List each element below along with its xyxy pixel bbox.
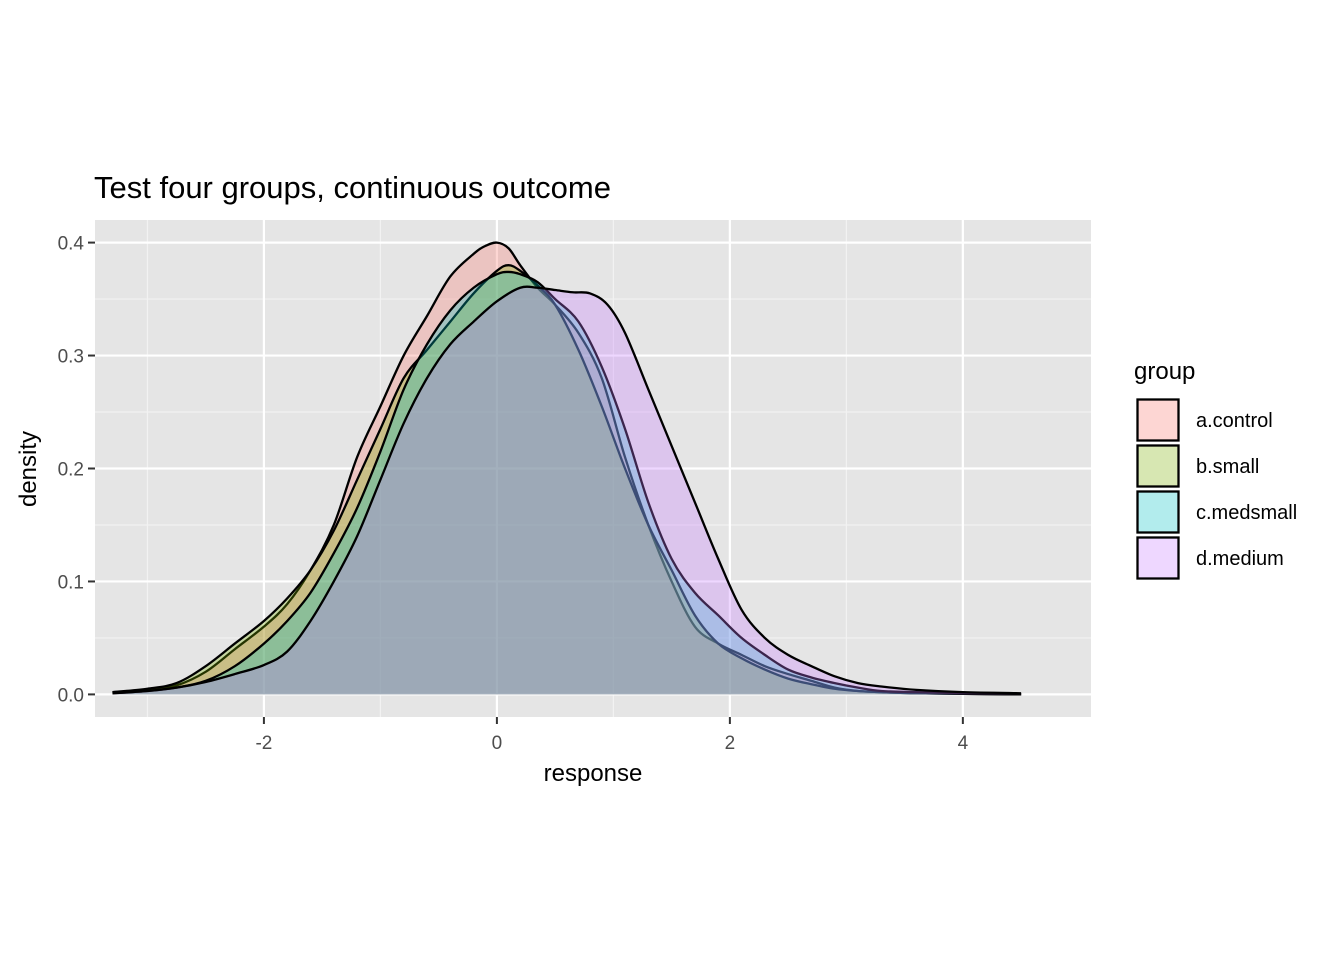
y-axis: 0.0 0.1 0.2 0.3 0.4 <box>58 234 95 706</box>
legend-key-background <box>1136 444 1180 488</box>
major-gridlines <box>95 220 1091 717</box>
x-axis: -2 0 2 4 <box>255 717 969 754</box>
x-tick-label: 2 <box>725 733 736 754</box>
legend-label: a.control <box>1196 410 1273 432</box>
y-tick-label: 0.2 <box>58 460 84 481</box>
legend-swatch <box>1136 490 1180 534</box>
series-c.medsmall <box>112 270 1022 696</box>
legend: group a.control b.small c.medsmall d.medium <box>1134 358 1297 580</box>
legend-swatch <box>1136 444 1180 488</box>
legend-title: group <box>1134 358 1195 385</box>
y-tick-label: 0.3 <box>58 347 84 368</box>
legend-item-a.control: a.control <box>1136 398 1273 442</box>
x-tick-label: -2 <box>255 733 272 754</box>
legend-key-background <box>1136 398 1180 442</box>
y-tick-label: 0.4 <box>58 234 85 255</box>
legend-swatch <box>1136 398 1180 442</box>
series-d.medium <box>112 285 1022 695</box>
legend-label: b.small <box>1196 456 1259 478</box>
density-line-d.medium <box>112 285 1022 695</box>
legend-items: a.control b.small c.medsmall d.medium <box>1136 398 1297 580</box>
legend-label: c.medsmall <box>1196 502 1297 524</box>
legend-key-background <box>1136 536 1180 580</box>
density-line-b.small <box>112 264 1022 696</box>
legend-item-d.medium: d.medium <box>1136 536 1284 580</box>
density-line-c.medsmall <box>112 270 1022 696</box>
density-area-a.control <box>112 242 1022 695</box>
y-tick-label: 0.1 <box>58 572 84 593</box>
legend-key-background <box>1136 490 1180 534</box>
y-tick-label: 0.0 <box>58 685 84 706</box>
density-series <box>112 241 1022 696</box>
chart-title: Test four groups, continuous outcome <box>94 170 611 205</box>
legend-item-c.medsmall: c.medsmall <box>1136 490 1297 534</box>
series-b.small <box>112 264 1022 696</box>
legend-item-b.small: b.small <box>1136 444 1259 488</box>
density-area-d.medium <box>112 286 1022 695</box>
y-axis-title: density <box>15 431 42 507</box>
legend-label: d.medium <box>1196 548 1284 570</box>
legend-swatch <box>1136 536 1180 580</box>
x-tick-label: 0 <box>492 733 503 754</box>
x-tick-label: 4 <box>958 733 969 754</box>
density-area-c.medsmall <box>112 271 1022 695</box>
density-area-b.small <box>112 265 1022 695</box>
x-axis-title: response <box>544 760 643 787</box>
